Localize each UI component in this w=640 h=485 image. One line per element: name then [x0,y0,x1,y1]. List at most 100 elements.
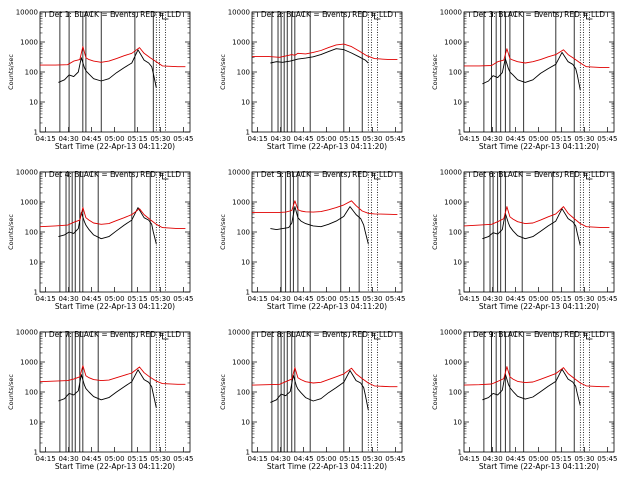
y-tick-label: 10 [453,99,462,107]
x-tick-label: 05:00 [104,135,124,143]
plot-frame [463,331,615,453]
x-tick-label: 05:30 [574,135,594,143]
x-tick-label: 04:45 [505,135,525,143]
x-tick-label: 05:45 [597,295,617,303]
plot-frame [463,11,615,133]
lld-series-line [464,48,610,69]
lld-series-line [252,43,398,61]
corner-marker [162,173,169,180]
events-series-line [482,368,581,406]
x-tick-label: 04:30 [482,295,502,303]
x-tick-label: 05:00 [316,295,336,303]
y-tick-label: 1000 [20,359,38,367]
x-tick-label: 05:30 [150,455,170,463]
x-tick-label: 05:30 [150,135,170,143]
lld-series-line [39,207,186,230]
x-axis-label: Start Time (22-Apr-13 04:11:20) [267,142,387,151]
x-tick-label: 05:00 [528,455,548,463]
y-tick-label: 1000 [20,39,38,47]
y-tick-label: 10000 [16,169,38,177]
x-tick-label: 05:30 [574,295,594,303]
y-tick-label: 10 [241,419,250,427]
x-tick-label: 05:00 [104,455,124,463]
y-tick-label: 1 [246,449,250,457]
x-tick-label: 05:45 [597,135,617,143]
y-tick-label: 10000 [440,9,462,17]
y-tick-label: 100 [237,69,250,77]
x-tick-label: 05:45 [385,455,405,463]
x-axis-label: Start Time (22-Apr-13 04:11:20) [55,302,175,311]
corner-marker [162,333,169,340]
x-tick-label: 05:15 [551,135,571,143]
plot-frame [251,171,403,293]
y-tick-label: 10 [453,259,462,267]
lld-series-line [39,365,186,385]
panel-title: Det 7: BLACK = Events, RED = LLD [49,330,181,339]
x-tick-label: 05:00 [104,295,124,303]
panel-title: Det 3: BLACK = Events, RED = LLD [473,10,605,19]
y-axis-label: Counts/sec [431,214,439,250]
x-tick-label: 04:15 [248,455,268,463]
x-tick-label: 04:45 [505,455,525,463]
x-tick-label: 05:45 [385,135,405,143]
y-tick-label: 10000 [440,169,462,177]
y-tick-label: 100 [237,229,250,237]
y-tick-label: 1 [246,289,250,297]
y-tick-label: 10000 [228,329,250,337]
panel-title: Det 8: BLACK = Events, RED = LLD [261,330,393,339]
y-axis-label: Counts/sec [7,54,15,90]
y-tick-label: 100 [25,69,38,77]
y-tick-label: 1000 [232,199,250,207]
x-tick-label: 04:30 [270,295,290,303]
x-axis-label: Start Time (22-Apr-13 04:11:20) [479,462,599,471]
y-tick-label: 10000 [228,9,250,17]
corner-marker [162,13,169,20]
x-tick-label: 04:15 [248,295,268,303]
detector-panel: Det 7: BLACK = Events, RED = LLD 1 10 100 10… [7,329,193,472]
y-tick-label: 1 [34,449,38,457]
y-axis-label: Counts/sec [219,374,227,410]
panel-title: Det 1: BLACK = Events, RED = LLD [49,10,181,19]
y-tick-label: 10 [241,99,250,107]
panel-title: Det 9: BLACK = Events, RED = LLD [473,330,605,339]
x-tick-label: 04:45 [81,135,101,143]
x-tick-label: 05:15 [127,455,147,463]
x-tick-label: 04:30 [482,455,502,463]
x-tick-label: 05:15 [551,455,571,463]
x-tick-label: 04:45 [293,455,313,463]
detector-panel: Det 6: BLACK = Events, RED = LLD 1 10 100 10… [431,169,617,312]
y-tick-label: 10000 [16,329,38,337]
panel-title: Det 6: BLACK = Events, RED = LLD [473,170,605,179]
y-tick-label: 10 [29,99,38,107]
events-series-line [58,207,157,245]
panel-title: Det 2: BLACK = Events, RED = LLD [261,10,393,19]
y-tick-label: 10000 [440,329,462,337]
events-series-line [482,51,581,91]
y-tick-label: 1 [458,129,462,137]
detector-panel: Det 2: BLACK = Events, RED = LLD 1 10 100 10… [219,9,405,152]
detector-panel: Det 5: BLACK = Events, RED = LLD 1 10 100 10… [219,169,405,312]
x-tick-label: 04:15 [36,455,56,463]
y-tick-label: 10 [29,259,38,267]
x-tick-label: 04:30 [58,295,78,303]
y-tick-label: 10000 [16,9,38,17]
lld-series-line [251,367,398,388]
detector-panel: Det 3: BLACK = Events, RED = LLD 1 10 100 10… [431,9,617,152]
x-tick-label: 05:45 [173,135,193,143]
x-tick-label: 05:45 [597,455,617,463]
x-tick-label: 04:45 [81,295,101,303]
corner-marker [586,13,593,20]
x-tick-label: 05:15 [127,135,147,143]
x-tick-label: 05:00 [316,455,336,463]
y-tick-label: 100 [449,389,462,397]
y-tick-label: 10 [453,419,462,427]
y-tick-label: 1000 [20,199,38,207]
lld-series-line [40,46,186,68]
plot-frame [251,331,403,453]
x-tick-label: 04:30 [270,455,290,463]
x-tick-label: 04:15 [460,295,480,303]
detector-panel: Det 8: BLACK = Events, RED = LLD 1 10 100 10… [219,329,405,472]
y-tick-label: 100 [449,69,462,77]
events-series-line [58,369,157,408]
